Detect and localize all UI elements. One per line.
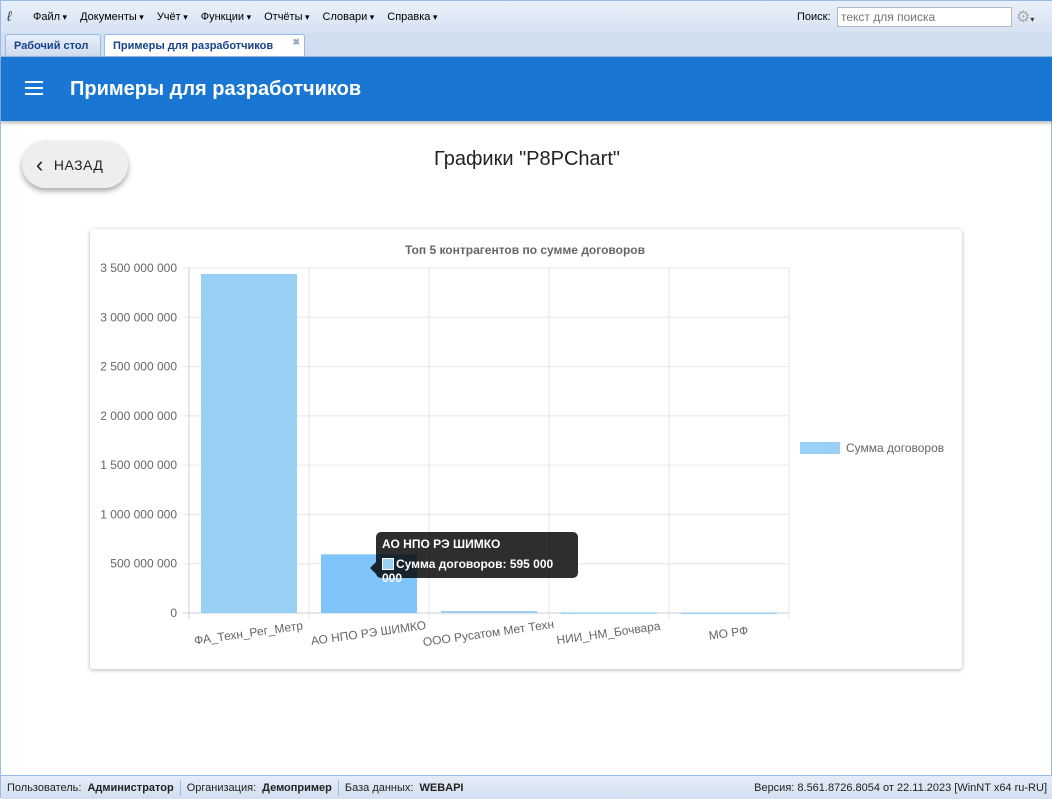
app-title: Примеры для разработчиков [70, 78, 362, 100]
menu-accounting[interactable]: Учёт [157, 11, 188, 23]
chart-title: Топ 5 контрагентов по сумме договоров [405, 243, 645, 257]
tooltip-value: Сумма договоров: 595 000 000 [382, 557, 554, 585]
bar [681, 612, 777, 615]
bar-chart: Топ 5 контрагентов по сумме договоров 0 50… [100, 243, 944, 649]
back-button[interactable]: ‹ НАЗАД [22, 141, 128, 188]
menu-dictionaries[interactable]: Словари [323, 11, 375, 23]
y-tick-label: 2 000 000 000 [100, 409, 177, 423]
db-label: База данных: [344, 781, 414, 794]
y-tick-label: 3 000 000 000 [100, 310, 177, 324]
tab-label: Рабочий стол [14, 40, 89, 52]
y-tick-label: 3 500 000 000 [100, 261, 177, 275]
status-bar: Пользователь: Администратор Организация: Д… [1, 775, 1052, 799]
legend-label: Сумма договоров [846, 441, 944, 455]
close-icon[interactable]: ✖ [292, 37, 300, 47]
tab-desktop[interactable]: Рабочий стол [5, 34, 101, 56]
search-input[interactable] [837, 7, 1012, 27]
db-value: WEBAPI [419, 781, 464, 794]
y-tick-label: 0 [170, 606, 177, 620]
y-tick-label: 1 000 000 000 [100, 507, 177, 521]
menu-bar: ℓ Файл Документы Учёт Функции Отчёты Сло… [1, 1, 1052, 33]
chevron-left-icon: ‹ [36, 151, 44, 177]
bar [561, 612, 657, 614]
app-logo-icon: ℓ [7, 8, 12, 24]
x-tick-label: НИИ_НМ_Бочвара [556, 619, 662, 647]
y-tick-label: 1 500 000 000 [100, 458, 177, 472]
search-label: Поиск: [797, 11, 831, 23]
y-tick-label: 500 000 000 [110, 557, 177, 571]
y-tick-label: 2 500 000 000 [100, 360, 177, 374]
chart-tooltip: АО НПО РЭ ШИМКО Сумма договоров: 595 000… [370, 532, 578, 585]
user-label: Пользователь: [7, 781, 82, 794]
menu-documents[interactable]: Документы [80, 11, 144, 23]
tooltip-swatch [382, 558, 394, 570]
version-info: Версия: 8.561.8726.8054 от 22.11.2023 [W… [754, 781, 1047, 794]
page-title: Графики "P8PChart" [434, 148, 620, 170]
gear-icon[interactable]: ⚙▾ [1016, 9, 1035, 26]
main-menu: Файл Документы Учёт Функции Отчёты Слова… [33, 11, 450, 23]
tab-developer-examples[interactable]: Примеры для разработчиков ✖ [104, 34, 305, 56]
org-label: Организация: [186, 781, 257, 794]
app-bar: Примеры для разработчиков [1, 57, 1052, 121]
legend-swatch [800, 442, 840, 454]
x-tick-label: МО РФ [708, 623, 749, 642]
tab-bar: Рабочий стол Примеры для разработчиков ✖ [1, 33, 1052, 57]
x-tick-label: ФА_Техн_Рег_Метр [193, 618, 304, 647]
menu-file[interactable]: Файл [33, 11, 67, 23]
menu-reports[interactable]: Отчёты [264, 11, 309, 23]
org-value: Демопример [262, 781, 332, 794]
tab-label: Примеры для разработчиков [113, 40, 274, 52]
menu-functions[interactable]: Функции [201, 11, 251, 23]
chart-card: Топ 5 контрагентов по сумме договоров 0 50… [90, 229, 962, 669]
menu-help[interactable]: Справка [387, 11, 437, 23]
x-tick-label: ООО Русатом Мет Техн [422, 617, 555, 649]
back-label: НАЗАД [53, 156, 104, 173]
tooltip-title: АО НПО РЭ ШИМКО [382, 537, 501, 551]
bar [201, 273, 297, 613]
bar [441, 611, 537, 613]
hamburger-icon[interactable] [25, 81, 43, 95]
user-value: Администратор [87, 781, 174, 794]
x-tick-label: АО НПО РЭ ШИМКО [310, 618, 427, 648]
